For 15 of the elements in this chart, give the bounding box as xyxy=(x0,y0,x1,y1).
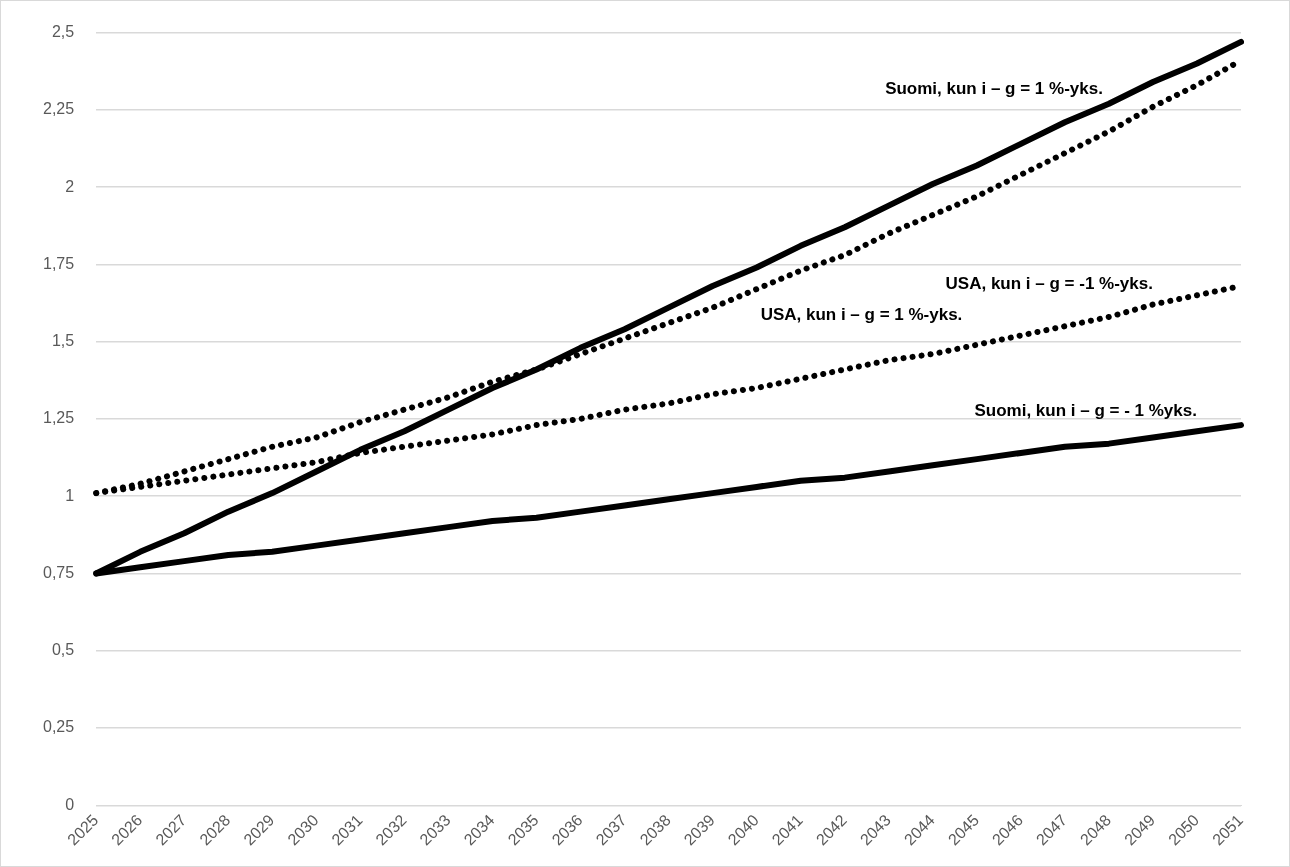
y-tick-label: 1,25 xyxy=(43,409,75,427)
series-label: USA, kun i – g = 1 %-yks. xyxy=(760,304,963,324)
y-tick-label: 2,5 xyxy=(51,23,75,41)
y-tick-label: 1,5 xyxy=(51,332,75,350)
series-label: USA, kun i – g = -1 %-yks. xyxy=(945,274,1153,294)
y-tick-label: 1 xyxy=(65,486,75,504)
series-label: Suomi, kun i – g = 1 %-yks. xyxy=(885,79,1103,99)
y-tick-label: 0,75 xyxy=(43,563,75,581)
series-label: Suomi, kun i – g = - 1 %yks. xyxy=(974,400,1197,420)
y-tick-label: 0 xyxy=(65,795,75,813)
y-tick-label: 2,25 xyxy=(43,100,75,118)
y-tick-label: 1,75 xyxy=(43,254,75,272)
y-tick-label: 0,5 xyxy=(51,641,75,659)
y-tick-label: 0,25 xyxy=(43,718,75,736)
y-tick-label: 2 xyxy=(65,177,75,195)
